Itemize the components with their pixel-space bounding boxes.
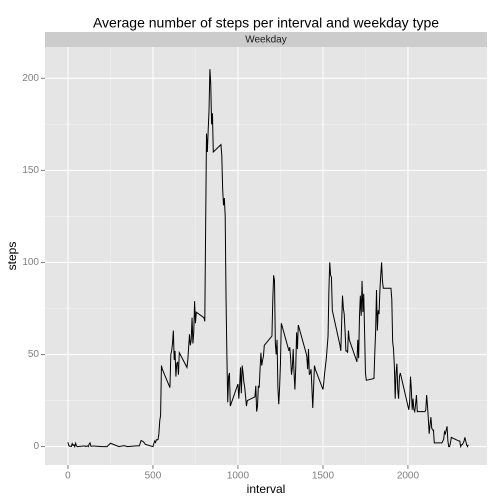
y-axis-label: steps — [5, 242, 19, 271]
facet-strip — [45, 32, 487, 47]
x-tick-label: 0 — [65, 471, 71, 482]
y-tick-label: 0 — [33, 441, 39, 452]
facet-label: Weekday — [245, 35, 287, 46]
x-axis-label: interval — [247, 482, 286, 496]
x-tick-label: 500 — [145, 471, 162, 482]
x-tick-label: 1000 — [227, 471, 250, 482]
chart-title: Average number of steps per interval and… — [93, 15, 439, 31]
y-tick-label: 200 — [22, 73, 39, 84]
y-tick-label: 150 — [22, 165, 39, 176]
y-tick-label: 100 — [22, 257, 39, 268]
y-tick-label: 50 — [28, 349, 40, 360]
x-tick-label: 2000 — [397, 471, 420, 482]
panel — [45, 47, 487, 465]
line — [67, 69, 469, 449]
x-tick-label: 1500 — [312, 471, 335, 482]
